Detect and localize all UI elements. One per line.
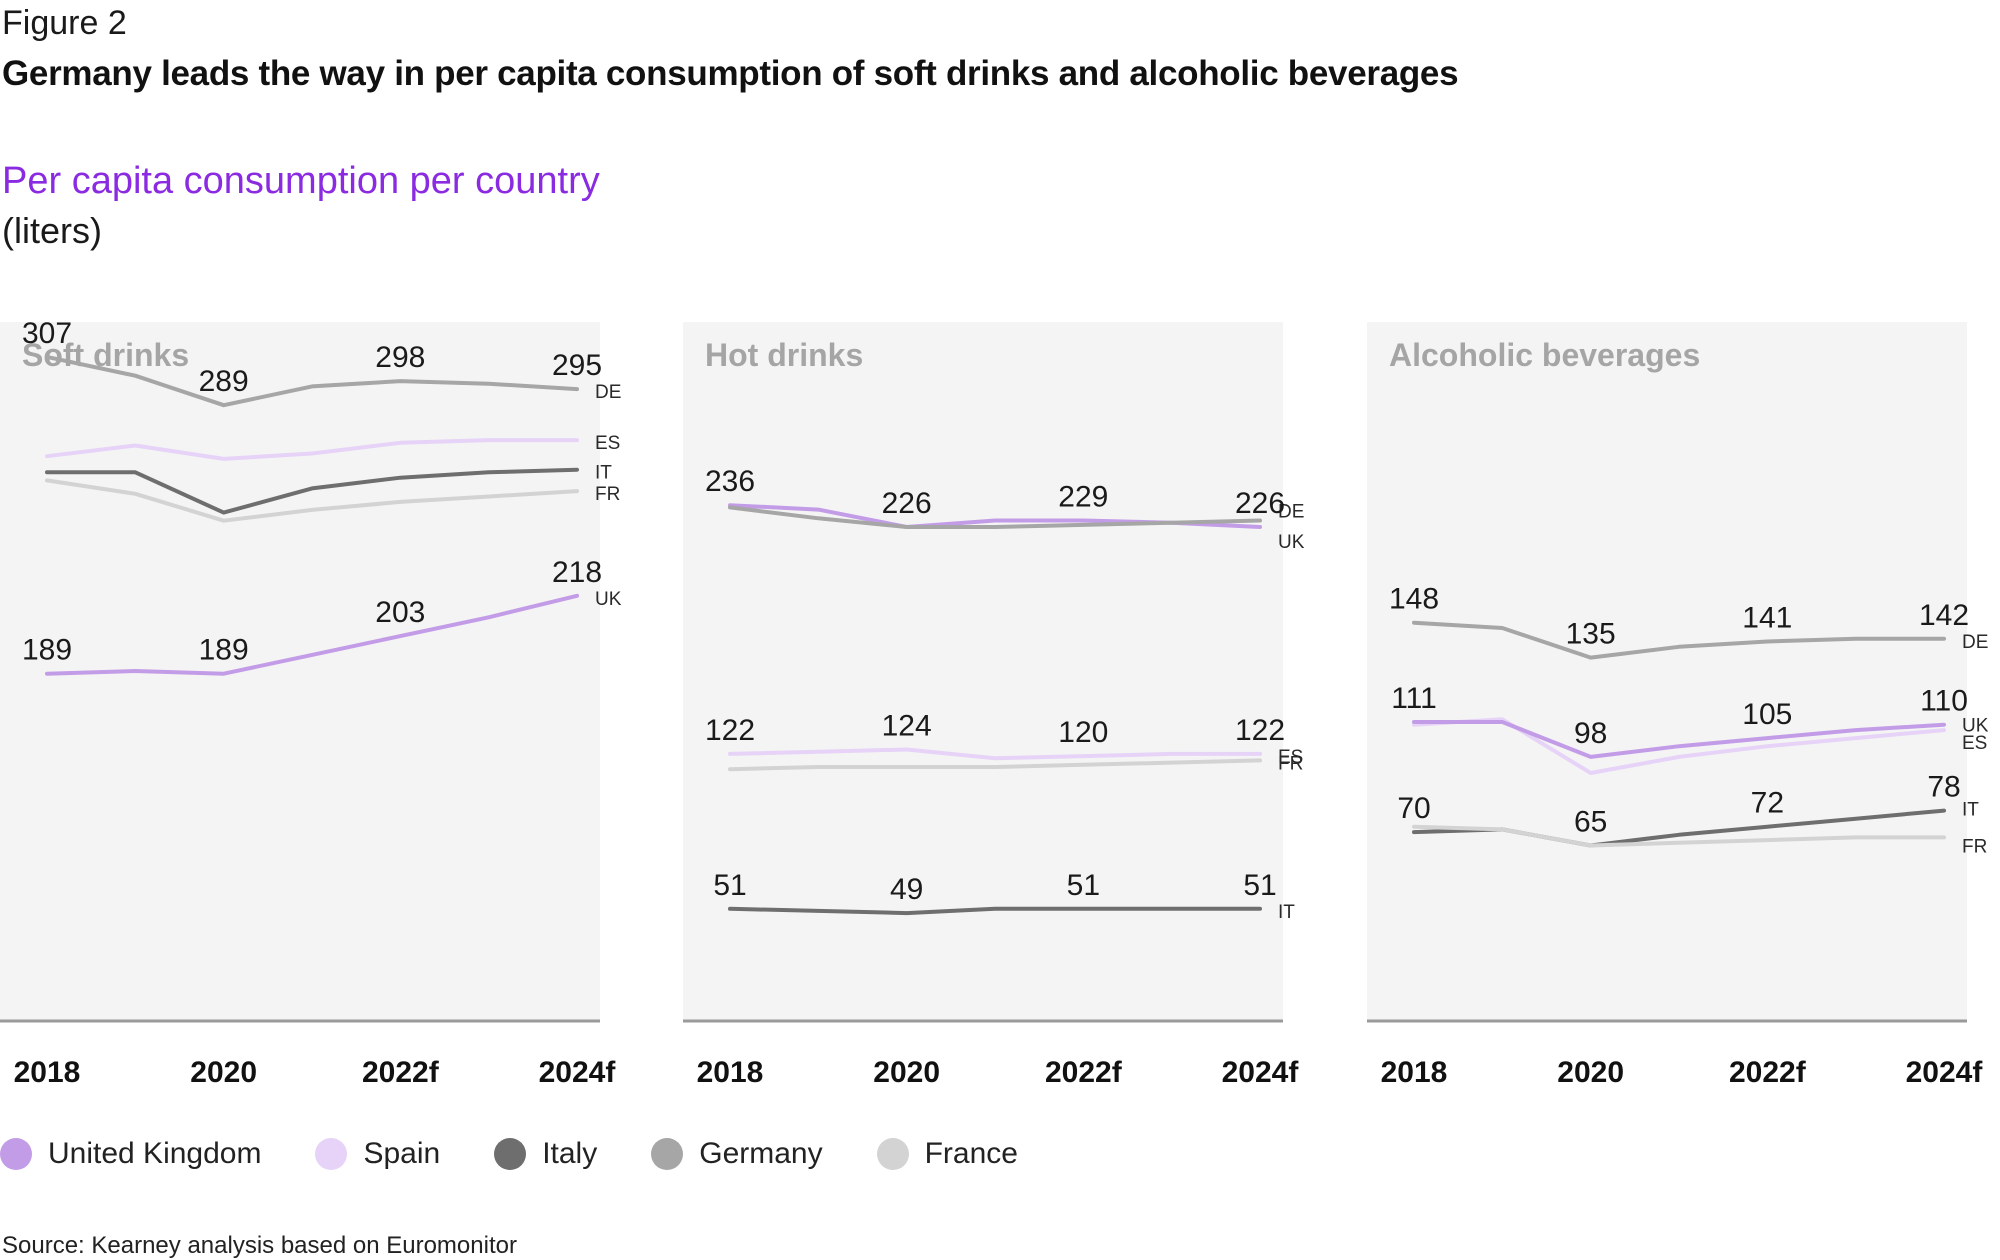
legend-label-uk: United Kingdom [48,1137,262,1170]
x-tick-soft-drinks-2018: 2018 [14,1056,81,1089]
series-code-soft-drinks-es: ES [595,433,620,454]
series-line-hot-drinks-fr [728,758,1262,772]
data-label-hot-drinks-it-0: 51 [713,869,746,902]
series-code-hot-drinks-uk: UK [1278,532,1305,553]
x-tick-soft-drinks-2024f: 2024f [539,1056,617,1089]
data-label-hot-drinks-es-2: 124 [882,710,932,743]
series-code-alcoholic-beverages-es: ES [1962,733,1987,754]
source-note: Source: Kearney analysis based on Euromo… [2,1232,517,1259]
data-label-hot-drinks-uk-0: 236 [705,465,755,498]
data-label-hot-drinks-it-4: 51 [1067,869,1100,902]
legend-swatch-spain [315,1138,348,1170]
legend-swatch-france [876,1138,909,1170]
data-label-alcoholic-beverages-it-0: 70 [1397,792,1430,825]
panel-title-alcoholic-beverages: Alcoholic beverages [1389,337,1700,373]
data-label-hot-drinks-it-2: 49 [890,873,923,906]
data-label-alcoholic-beverages-de-2: 135 [1566,618,1616,651]
data-label-alcoholic-beverages-uk-0: 111 [1391,682,1437,715]
data-label-alcoholic-beverages-de-0: 148 [1389,583,1439,616]
series-line-soft-drinks-fr [45,478,579,523]
data-label-hot-drinks-uk-2: 226 [882,487,932,520]
data-label-alcoholic-beverages-uk-2: 98 [1574,717,1607,750]
series-line-soft-drinks-de [45,354,579,408]
series-line-hot-drinks-es [728,747,1262,761]
units-label: (liters) [2,210,102,251]
data-label-alcoholic-beverages-uk-4: 105 [1742,698,1792,731]
series-code-soft-drinks-fr: FR [595,484,620,505]
data-label-soft-drinks-uk-0: 189 [22,634,72,667]
legend-item-france: France [876,1137,1018,1171]
series-line-alcoholic-beverages-de [1412,620,1946,660]
legend-label-france: France [924,1137,1018,1170]
x-tick-hot-drinks-2022f: 2022f [1045,1056,1123,1089]
series-code-hot-drinks-de: DE [1278,501,1304,522]
series-code-hot-drinks-fr: FR [1278,753,1303,774]
series-code-soft-drinks-it: IT [595,463,612,484]
legend-swatch-italy [494,1138,527,1170]
data-label-alcoholic-beverages-it-4: 72 [1751,787,1784,820]
series-code-alcoholic-beverages-de: DE [1962,632,1988,653]
panel-title-hot-drinks: Hot drinks [705,337,863,373]
series-line-hot-drinks-it [728,906,1262,916]
panel-bg-hot-drinks [683,322,1283,1020]
x-tick-hot-drinks-2020: 2020 [873,1056,940,1089]
data-label-alcoholic-beverages-uk-6: 110 [1920,685,1968,718]
series-code-hot-drinks-it: IT [1278,902,1295,923]
x-tick-alcoholic-beverages-2020: 2020 [1557,1056,1624,1089]
data-label-alcoholic-beverages-de-4: 141 [1742,601,1792,634]
legend-swatch-germany [651,1138,684,1170]
legend-item-italy: Italy [494,1137,597,1171]
x-tick-alcoholic-beverages-2024f: 2024f [1906,1056,1984,1089]
data-label-alcoholic-beverages-de-6: 142 [1919,599,1969,632]
series-line-alcoholic-beverages-es [1412,717,1946,775]
legend-label-italy: Italy [542,1137,598,1170]
data-label-hot-drinks-es-4: 120 [1058,716,1108,749]
x-tick-hot-drinks-2018: 2018 [697,1056,764,1089]
figure-label: Figure 2 [2,4,127,42]
data-label-soft-drinks-de-2: 289 [199,365,249,398]
series-line-soft-drinks-uk [45,593,579,676]
panel-bg-alcoholic-beverages [1367,322,1967,1020]
x-tick-soft-drinks-2022f: 2022f [362,1056,440,1089]
data-label-hot-drinks-it-6: 51 [1243,869,1276,902]
data-label-alcoholic-beverages-it-2: 65 [1574,806,1607,839]
legend-item-germany: Germany [651,1137,823,1171]
series-code-soft-drinks-uk: UK [595,589,622,610]
panel-title-soft-drinks: Soft drinks [22,337,189,373]
x-tick-alcoholic-beverages-2022f: 2022f [1729,1056,1807,1089]
data-label-hot-drinks-es-0: 122 [705,714,755,747]
series-code-alcoholic-beverages-uk: UK [1962,716,1989,737]
series-code-hot-drinks-es: ES [1278,747,1303,768]
series-line-hot-drinks-de [728,505,1262,529]
data-label-hot-drinks-uk-4: 229 [1058,480,1108,513]
series-code-soft-drinks-de: DE [595,382,621,403]
x-tick-alcoholic-beverages-2018: 2018 [1381,1056,1448,1089]
legend-swatch-uk [0,1138,32,1170]
series-line-alcoholic-beverages-fr [1412,824,1946,848]
series-code-alcoholic-beverages-fr: FR [1962,836,1987,857]
data-label-soft-drinks-de-6: 295 [552,349,602,382]
chart-subtitle: Per capita consumption per country [2,160,600,202]
legend: United Kingdom Spain Italy Germany Franc… [0,1132,1072,1176]
x-tick-hot-drinks-2024f: 2024f [1222,1056,1300,1089]
data-label-soft-drinks-uk-6: 218 [552,556,602,589]
legend-item-spain: Spain [315,1137,440,1171]
legend-label-spain: Spain [363,1137,441,1170]
data-label-hot-drinks-uk-6: 226 [1235,487,1285,520]
series-line-soft-drinks-it [45,467,579,515]
data-label-alcoholic-beverages-it-6: 78 [1927,771,1960,804]
data-label-soft-drinks-de-0: 307 [22,317,72,350]
data-label-hot-drinks-es-6: 122 [1235,714,1285,747]
series-code-alcoholic-beverages-it: IT [1962,800,1979,821]
data-label-soft-drinks-uk-4: 203 [375,596,425,629]
data-label-soft-drinks-uk-2: 189 [199,634,249,667]
series-line-soft-drinks-es [45,438,579,461]
series-line-alcoholic-beverages-uk [1412,720,1946,759]
figure-title: Germany leads the way in per capita cons… [2,54,1459,93]
data-label-soft-drinks-de-4: 298 [375,341,425,374]
legend-item-uk: United Kingdom [0,1137,261,1171]
x-tick-soft-drinks-2020: 2020 [190,1056,257,1089]
legend-label-germany: Germany [699,1137,823,1170]
